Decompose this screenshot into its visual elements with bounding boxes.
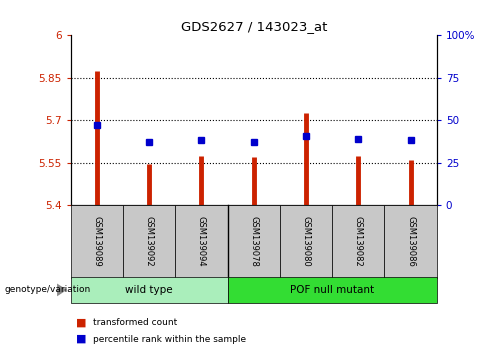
Bar — [71, 277, 227, 303]
Text: ■: ■ — [76, 334, 86, 344]
Text: genotype/variation: genotype/variation — [5, 285, 91, 295]
Text: percentile rank within the sample: percentile rank within the sample — [93, 335, 246, 344]
Bar — [332, 205, 385, 278]
Text: GSM139092: GSM139092 — [144, 216, 154, 267]
Text: wild type: wild type — [125, 285, 173, 295]
Bar — [227, 205, 280, 278]
Bar — [227, 277, 437, 303]
Bar — [71, 205, 123, 278]
Bar — [175, 205, 227, 278]
Text: GSM139082: GSM139082 — [354, 216, 363, 267]
Text: POF null mutant: POF null mutant — [290, 285, 374, 295]
Text: ■: ■ — [76, 318, 86, 328]
Text: GSM139078: GSM139078 — [249, 216, 258, 267]
Title: GDS2627 / 143023_at: GDS2627 / 143023_at — [181, 20, 327, 33]
Text: transformed count: transformed count — [93, 318, 177, 327]
Bar — [280, 205, 332, 278]
Bar — [385, 205, 437, 278]
Bar — [123, 205, 175, 278]
Text: GSM139089: GSM139089 — [92, 216, 102, 267]
Text: GSM139080: GSM139080 — [302, 216, 310, 267]
Text: GSM139086: GSM139086 — [406, 216, 415, 267]
Polygon shape — [57, 284, 67, 296]
Text: GSM139094: GSM139094 — [197, 216, 206, 267]
